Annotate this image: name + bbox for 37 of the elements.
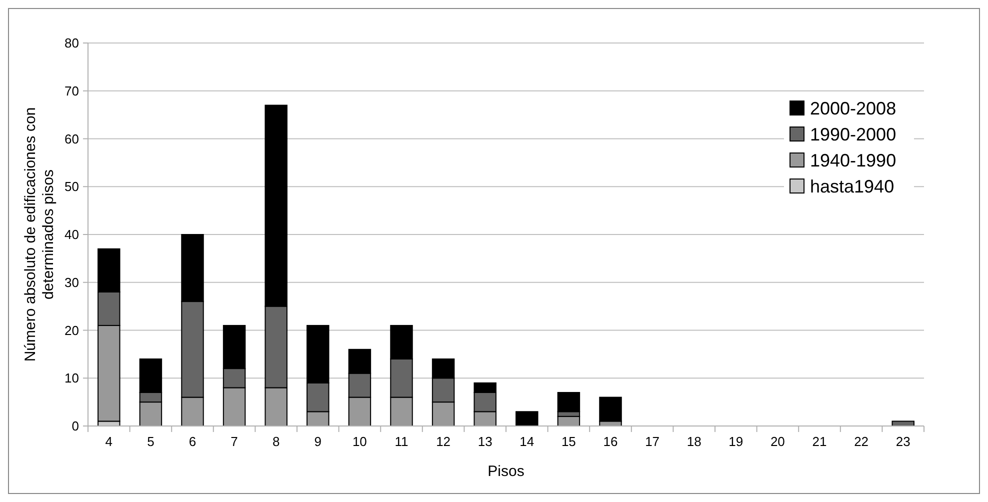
x-tick-label: 14 — [520, 434, 534, 449]
x-tick-label: 8 — [272, 434, 280, 449]
legend-label: 1940-1990 — [810, 150, 896, 170]
bar — [599, 396, 622, 422]
legend-label: 1990-2000 — [810, 124, 896, 144]
legend-label: hasta1940 — [810, 176, 894, 196]
x-tick-label: 7 — [230, 434, 238, 449]
y-tick-label: 40 — [64, 227, 79, 242]
x-axis-title: Pisos — [488, 463, 524, 480]
x-tick-label: 17 — [645, 434, 660, 449]
y-tick-label: 20 — [64, 322, 79, 338]
y-tick-label: 30 — [64, 274, 79, 290]
x-tick-label: 12 — [436, 434, 451, 449]
x-tick-label: 5 — [147, 434, 154, 449]
x-tick-label: 9 — [314, 434, 322, 449]
x-tick-label: 13 — [478, 434, 492, 449]
legend-label: 2000-2008 — [810, 98, 896, 118]
x-tick-label: 19 — [728, 434, 744, 449]
x-tick-label: 23 — [896, 434, 910, 449]
x-tick-label: 6 — [188, 434, 196, 449]
y-tick-label: 70 — [64, 83, 79, 98]
x-tick-label: 4 — [105, 434, 113, 449]
x-tick-label: 16 — [603, 434, 618, 449]
y-tick-label: 10 — [64, 370, 79, 386]
x-tick-label: 15 — [561, 434, 576, 449]
y-tick-label: 50 — [64, 179, 79, 194]
x-tick-label: 18 — [686, 434, 702, 449]
x-tick-label: 10 — [352, 434, 367, 449]
y-tick-label: 0 — [72, 418, 79, 434]
bar — [516, 411, 538, 426]
x-tick-label: 20 — [770, 434, 785, 449]
y-tick-label: 80 — [64, 36, 79, 51]
y-tick-label: 60 — [64, 131, 79, 146]
y-axis-title: Número absoluto de edificaciones con determinados pisos — [22, 107, 57, 362]
x-tick-label: 22 — [854, 434, 869, 449]
x-tick-label: 21 — [812, 434, 827, 449]
x-tick-label: 11 — [394, 434, 408, 449]
